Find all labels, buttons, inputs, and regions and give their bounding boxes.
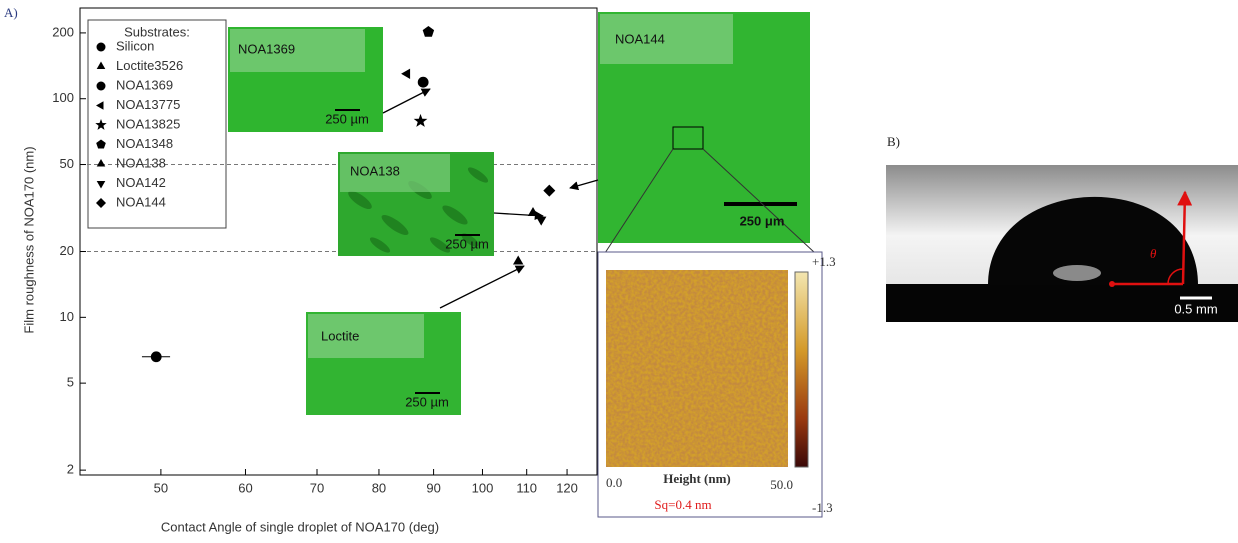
y-tick-label: 10 bbox=[60, 309, 74, 324]
legend-label: Silicon bbox=[116, 38, 154, 53]
afm-texture bbox=[606, 270, 788, 467]
scale-bar-label: 250 µm bbox=[325, 111, 369, 126]
legend-marker bbox=[97, 43, 106, 52]
x-tick-label: 60 bbox=[238, 480, 252, 495]
x-tick-label: 120 bbox=[556, 480, 578, 495]
point bbox=[536, 217, 546, 226]
figure: A) Contact Angle of single droplet of NO… bbox=[0, 0, 1238, 543]
y-tick-label: 200 bbox=[52, 24, 74, 39]
point bbox=[513, 256, 523, 265]
point bbox=[401, 69, 410, 79]
point bbox=[1109, 281, 1115, 287]
scale-bar-label: 250 μm bbox=[740, 213, 785, 228]
legend-label: NOA13825 bbox=[116, 116, 180, 131]
x-tick-label: 110 bbox=[516, 480, 537, 495]
legend-label: NOA1369 bbox=[116, 77, 173, 92]
legend-label: NOA138 bbox=[116, 155, 166, 170]
x-tick-label: 50 bbox=[154, 480, 168, 495]
afm-axis-label: Height (nm) bbox=[663, 471, 731, 486]
x-tick-label: 100 bbox=[472, 480, 494, 495]
panel-label: A) bbox=[4, 5, 18, 20]
legend-label: NOA144 bbox=[116, 194, 166, 209]
legend-label: NOA1348 bbox=[116, 136, 173, 151]
colorbar-min: -1.3 bbox=[812, 500, 833, 515]
afm-axis-end: 50.0 bbox=[770, 477, 793, 492]
inset-label: NOA138 bbox=[350, 163, 400, 178]
y-tick-label: 5 bbox=[67, 375, 74, 390]
legend-label: NOA142 bbox=[116, 175, 166, 190]
point bbox=[151, 351, 162, 362]
y-tick-label: 20 bbox=[60, 243, 74, 258]
scale-bar-label: 0.5 mm bbox=[1174, 301, 1217, 316]
x-axis-title: Contact Angle of single droplet of NOA17… bbox=[161, 519, 439, 534]
scale-bar-label: 250 µm bbox=[445, 236, 489, 251]
scale-bar-label: 250 µm bbox=[405, 394, 449, 409]
x-tick-label: 70 bbox=[310, 480, 324, 495]
legend-title: Substrates: bbox=[124, 24, 190, 39]
colorbar bbox=[795, 272, 808, 467]
point bbox=[414, 114, 428, 127]
reflection bbox=[1053, 265, 1101, 281]
panel-label: B) bbox=[887, 134, 900, 149]
roughness-label: Sq=0.4 nm bbox=[654, 497, 711, 512]
point bbox=[543, 185, 555, 197]
point bbox=[423, 26, 434, 37]
point bbox=[418, 77, 429, 88]
inset-label: Loctite bbox=[321, 328, 359, 343]
afm-axis-start: 0.0 bbox=[606, 475, 622, 490]
legend-marker bbox=[97, 82, 106, 91]
y-tick-label: 2 bbox=[67, 462, 74, 477]
y-tick-label: 50 bbox=[60, 156, 74, 171]
legend-label: NOA13775 bbox=[116, 97, 180, 112]
legend-label: Loctite3526 bbox=[116, 58, 183, 73]
y-axis-title: Film roughness of NOA170 (nm) bbox=[21, 146, 36, 333]
inset-label: NOA1369 bbox=[238, 41, 295, 56]
angle-symbol: θ bbox=[1150, 246, 1157, 261]
colorbar-max: +1.3 bbox=[812, 254, 836, 269]
inset-label: NOA144 bbox=[615, 31, 665, 46]
x-tick-label: 80 bbox=[372, 480, 386, 495]
x-tick-label: 90 bbox=[426, 480, 440, 495]
y-tick-label: 100 bbox=[52, 90, 74, 105]
